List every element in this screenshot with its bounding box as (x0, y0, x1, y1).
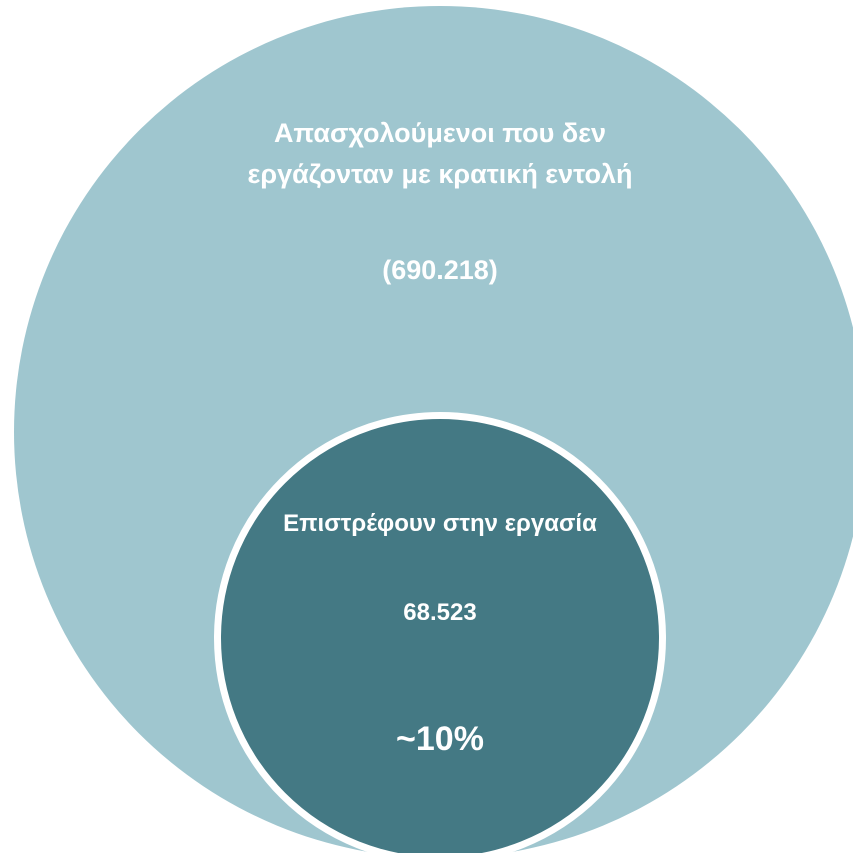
outer-circle-count: (690.218) (382, 255, 498, 285)
inner-circle-count: 68.523 (403, 599, 477, 626)
inner-circle (214, 412, 666, 853)
inner-circle-percent: ~10% (396, 720, 484, 758)
inner-circle-title: Επιστρέφουν στην εργασία (283, 510, 597, 537)
outer-circle-title: Απασχολούμενοι που δεν εργάζονταν με κρα… (247, 118, 633, 189)
